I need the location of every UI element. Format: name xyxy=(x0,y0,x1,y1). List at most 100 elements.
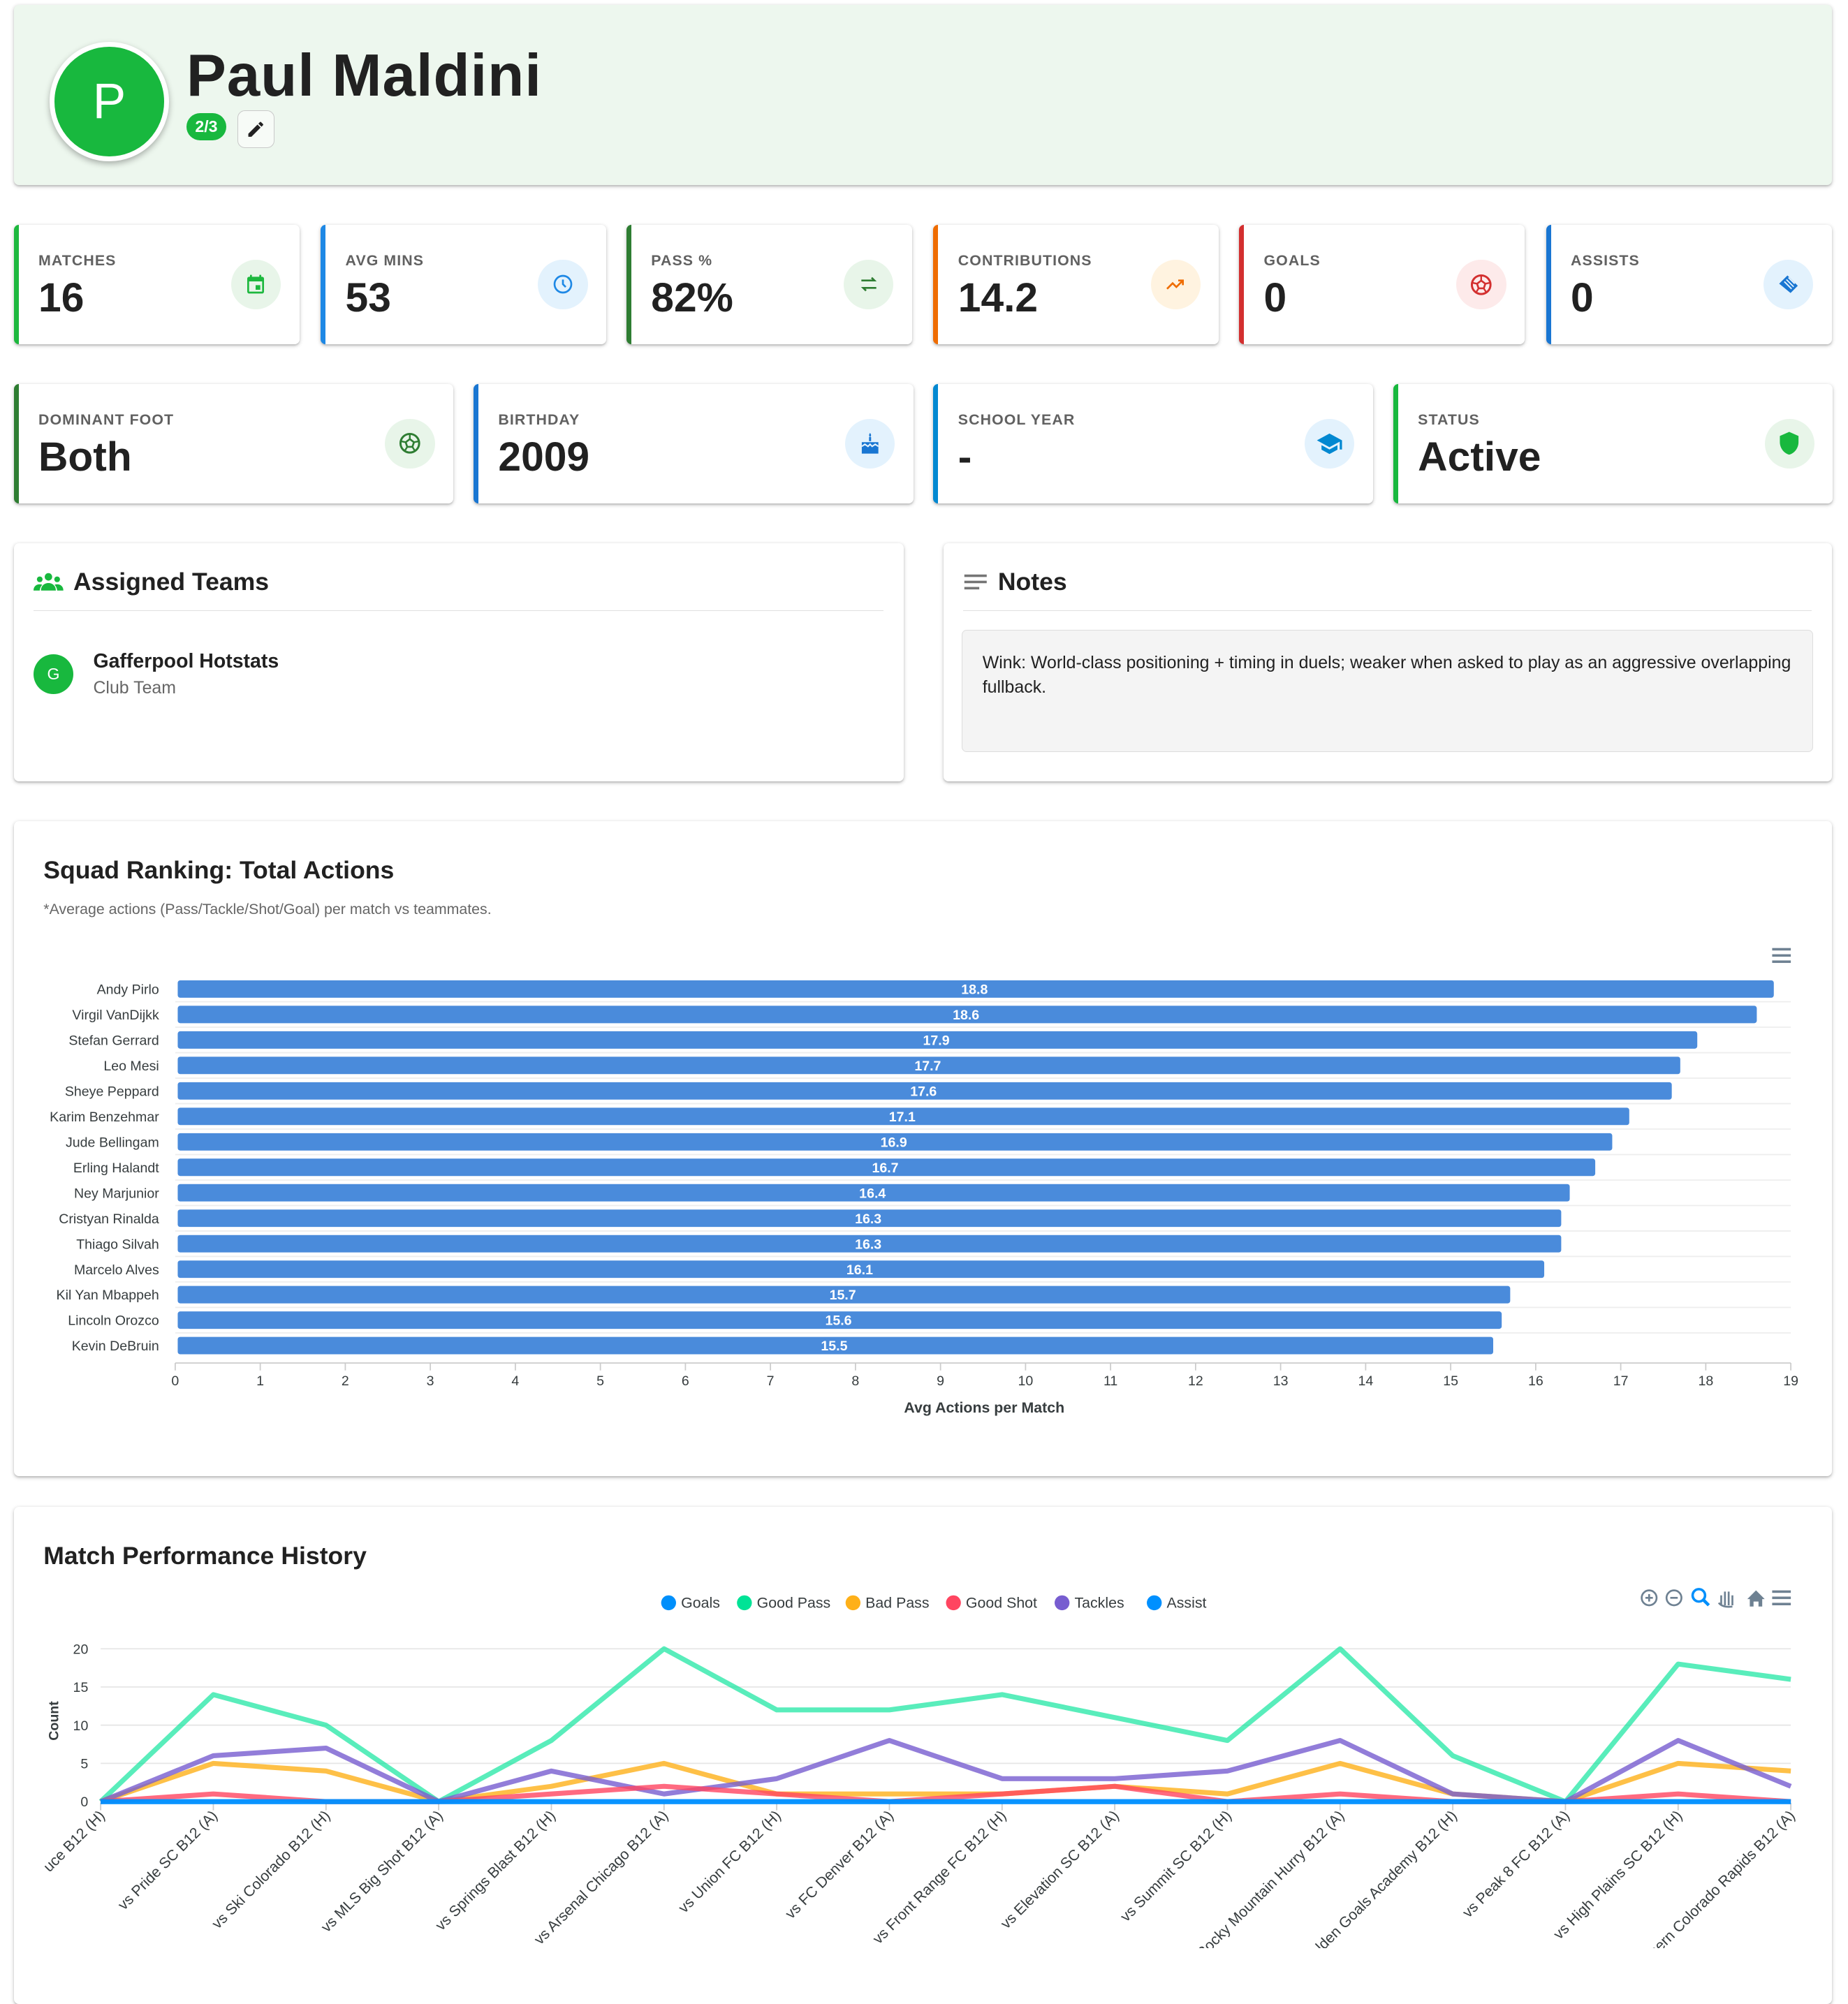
stat-value: Active xyxy=(1418,434,1541,480)
match-history-card: Match Performance History xyxy=(13,1507,1832,2004)
avatar: P xyxy=(50,42,169,162)
team-avatar: G xyxy=(34,654,73,694)
shield-icon xyxy=(1764,418,1814,469)
player-header: P Paul Maldini 2/3 xyxy=(13,5,1832,186)
stat-value: - xyxy=(958,434,972,480)
team-item[interactable]: G Gafferpool Hotstats Club Team xyxy=(34,650,279,698)
stat-value: 0 xyxy=(1263,275,1287,321)
notes-text: Wink: World-class positioning + timing i… xyxy=(982,652,1791,698)
player-name: Paul Maldini xyxy=(186,43,542,110)
legend-label: Good Shot xyxy=(966,1595,1037,1612)
stat-label: CONTRIBUTIONS xyxy=(958,252,1092,270)
clock-icon xyxy=(538,259,588,310)
stat-card-assists: ASSISTS 0 xyxy=(1546,225,1832,344)
legend-label: Bad Pass xyxy=(865,1595,929,1612)
stat-label: DOMINANT FOOT xyxy=(38,411,175,428)
home-icon[interactable] xyxy=(1747,1590,1765,1607)
team-initial: G xyxy=(47,664,60,683)
stat-label: GOALS xyxy=(1263,252,1321,270)
pan-hand-icon[interactable] xyxy=(1717,1591,1733,1608)
legend-marker xyxy=(1147,1595,1162,1611)
rating-badge: 2/3 xyxy=(186,112,226,141)
icon-shape xyxy=(1702,1599,1710,1607)
trending-up-icon xyxy=(1150,259,1201,310)
notes-title: Notes xyxy=(963,568,1067,596)
menu-line xyxy=(1772,960,1791,964)
stat-label: PASS % xyxy=(651,252,713,270)
team-type: Club Team xyxy=(93,677,177,698)
stat-label: STATUS xyxy=(1418,411,1480,428)
divider xyxy=(963,610,1812,611)
chart-menu-icon[interactable] xyxy=(1772,1590,1791,1605)
stat-card-status: STATUS Active xyxy=(1393,383,1833,503)
stat-value: 53 xyxy=(345,275,391,321)
zoom-out-icon[interactable] xyxy=(1665,1589,1682,1607)
legend-marker xyxy=(845,1595,861,1611)
stat-value: 16 xyxy=(38,275,85,321)
stat-value: 0 xyxy=(1571,275,1594,321)
legend-marker xyxy=(661,1595,676,1611)
menu-line xyxy=(1772,1603,1791,1605)
notes-card: Notes Wink: World-class positioning + ti… xyxy=(943,543,1832,782)
notes-box: Wink: World-class positioning + timing i… xyxy=(962,630,1814,752)
stat-label: BIRTHDAY xyxy=(498,411,580,428)
legend-item[interactable]: Assist xyxy=(1147,1595,1206,1612)
legend-label: Assist xyxy=(1167,1595,1207,1612)
menu-line xyxy=(1772,1590,1791,1593)
stat-value: 14.2 xyxy=(958,275,1039,321)
assigned-teams-card: Assigned Teams G Gafferpool Hotstats Clu… xyxy=(13,543,904,782)
stat-card-school-year: SCHOOL YEAR - xyxy=(933,383,1374,503)
menu-line xyxy=(1772,954,1791,957)
icon-shape xyxy=(1717,1591,1733,1608)
chart-menu-icon[interactable] xyxy=(1772,948,1791,964)
stat-value: Both xyxy=(38,434,132,480)
notes-heading: Notes xyxy=(997,568,1067,596)
zoom-in-icon[interactable] xyxy=(1641,1589,1658,1607)
legend-item[interactable]: Good Shot xyxy=(946,1595,1037,1612)
squad-ranking-card: Squad Ranking: Total Actions *Average ac… xyxy=(13,821,1832,1476)
legend-item[interactable]: Good Pass xyxy=(737,1595,830,1612)
stat-label: SCHOOL YEAR xyxy=(958,411,1076,428)
stat-card-matches: MATCHES 16 xyxy=(13,225,300,344)
legend-marker xyxy=(946,1595,961,1611)
legend-label: Good Pass xyxy=(757,1595,831,1612)
legend-label: Tackles xyxy=(1074,1595,1124,1612)
edit-button[interactable] xyxy=(237,110,275,148)
icon-shape xyxy=(1665,1589,1682,1607)
graduation-cap-icon xyxy=(1305,418,1355,469)
stat-value: 82% xyxy=(651,275,733,321)
stat-label: AVG MINS xyxy=(345,252,425,270)
icon-shape xyxy=(1691,1588,1707,1603)
squad-ranking-title: Squad Ranking: Total Actions xyxy=(43,855,395,884)
divider xyxy=(34,610,884,611)
stat-value: 2009 xyxy=(498,434,590,480)
groups-icon xyxy=(34,573,64,591)
notes-lines-icon xyxy=(964,574,987,590)
stat-label: ASSISTS xyxy=(1571,252,1640,270)
match-history-title: Match Performance History xyxy=(43,1542,367,1570)
swap-arrows-icon xyxy=(844,259,894,310)
menu-line xyxy=(1772,1596,1791,1600)
menu-line xyxy=(1772,948,1791,951)
calendar-icon xyxy=(230,259,281,310)
stat-card-goals: GOALS 0 xyxy=(1239,225,1525,344)
legend-item[interactable]: Tackles xyxy=(1054,1595,1124,1612)
assigned-teams-heading: Assigned Teams xyxy=(73,568,270,596)
squad-ranking-subtitle: *Average actions (Pass/Tackle/Shot/Goal)… xyxy=(43,901,492,918)
legend-label: Goals xyxy=(681,1595,720,1612)
assigned-teams-title: Assigned Teams xyxy=(34,568,269,596)
avatar-letter: P xyxy=(92,74,126,130)
cake-icon xyxy=(844,418,895,469)
legend-item[interactable]: Bad Pass xyxy=(845,1595,930,1612)
zoom-select-icon[interactable] xyxy=(1691,1588,1710,1607)
stat-card-avg-mins: AVG MINS 53 xyxy=(321,225,607,344)
pencil-icon xyxy=(248,121,264,137)
stat-card-pass: PASS % 82% xyxy=(626,225,912,344)
soccer-ball-icon xyxy=(1456,259,1506,310)
soccer-ball-icon xyxy=(385,418,435,469)
legend-item[interactable]: Goals xyxy=(661,1595,720,1612)
handshake-icon xyxy=(1763,259,1814,310)
stat-card-birthday: BIRTHDAY 2009 xyxy=(473,383,914,503)
stat-card-contributions: CONTRIBUTIONS 14.2 xyxy=(933,225,1219,344)
icon-shape xyxy=(1641,1589,1658,1607)
